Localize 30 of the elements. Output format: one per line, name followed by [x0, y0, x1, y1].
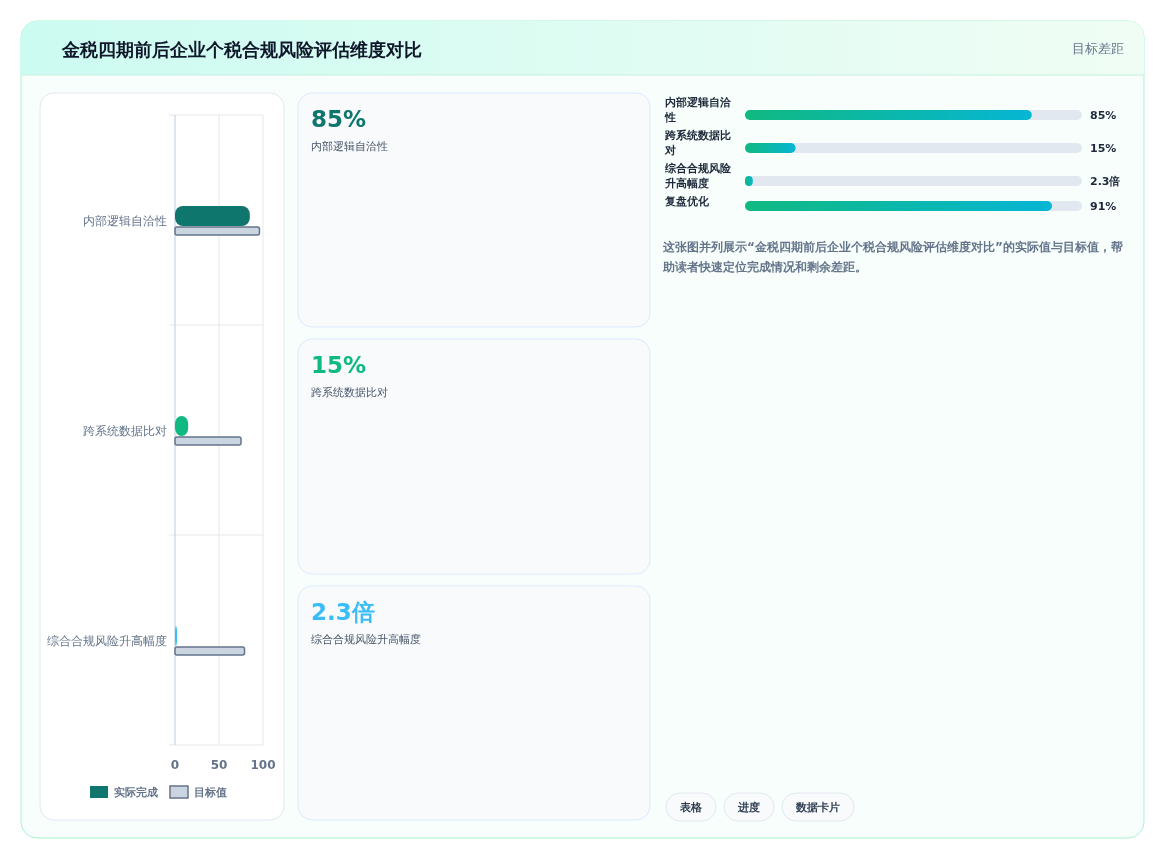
y-tick-label: 综合合规风险升高幅度	[47, 634, 167, 648]
data-label: 91%	[1090, 200, 1117, 213]
legend-label: 实际完成	[114, 786, 158, 799]
text: 这张图并列展示“金税四期前后企业个税合规风险评估维度对比”的实际值与目标值，帮助读者快速定位完成情况和剩余差距。	[663, 239, 1124, 276]
text: 内部逻辑自洽性	[311, 140, 388, 153]
y-tick-label: 跨系统数据比对	[83, 424, 167, 438]
data-label: 15%	[1090, 142, 1117, 155]
text: 综合合规风险升高幅度	[311, 633, 421, 646]
text: 2.3倍	[311, 599, 375, 625]
y-tick-label: 跨系统数据比对	[664, 129, 731, 157]
y-tick-label: 内部逻辑自洽性	[664, 96, 732, 124]
x-tick-label: 0	[170, 758, 180, 772]
text: 跨系统数据比对	[311, 386, 388, 399]
text: 85%	[311, 106, 367, 132]
y-tick-label: 综合合规风险升高幅度	[664, 162, 732, 190]
legend-label: 目标值	[194, 786, 227, 799]
x-tick-label: 100	[250, 758, 276, 772]
bar	[175, 206, 250, 226]
text: 15%	[311, 352, 367, 378]
x-tick-label: 50	[210, 758, 228, 772]
text: 进度	[737, 801, 760, 814]
text: 数据卡片	[795, 801, 840, 814]
y-tick-label: 内部逻辑自洽性	[83, 214, 167, 228]
data-label: 2.3倍	[1090, 175, 1121, 188]
bar	[175, 626, 178, 646]
text: 表格	[679, 801, 703, 814]
y-tick-label: 复盘优化	[664, 195, 710, 208]
text: 目标差距	[1072, 41, 1124, 56]
data-label: 85%	[1090, 109, 1117, 122]
text: 金税四期前后企业个税合规风险评估维度对比	[61, 39, 422, 60]
